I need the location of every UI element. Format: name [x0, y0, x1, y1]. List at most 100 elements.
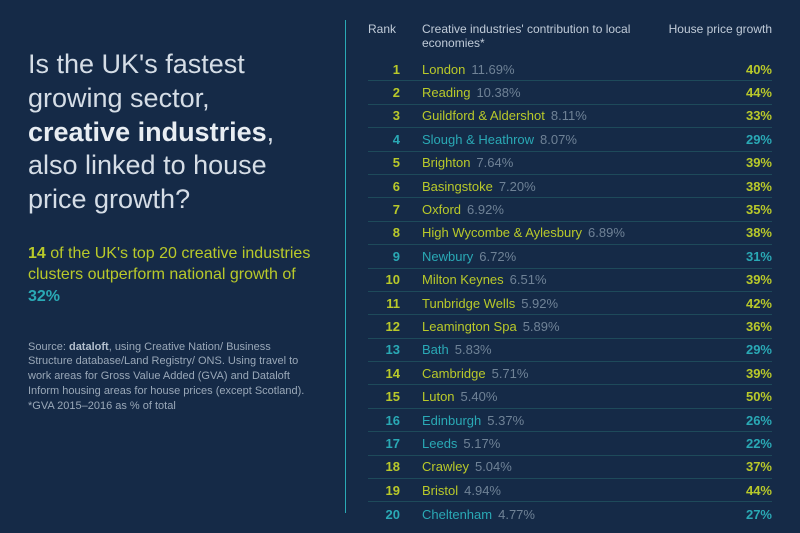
- cell-growth: 38%: [652, 225, 772, 240]
- city-contribution: 6.51%: [510, 272, 547, 287]
- cell-city: Oxford 6.92%: [414, 202, 652, 217]
- cell-rank: 12: [368, 319, 414, 334]
- cell-city: Bath5.83%: [414, 342, 652, 357]
- subhead-number: 14: [28, 245, 46, 262]
- cell-city: Luton5.40%: [414, 389, 652, 404]
- table-row: 5 Brighton 7.64% 39%: [368, 152, 772, 175]
- city-contribution: 5.40%: [461, 389, 498, 404]
- table-row: 12Leamington Spa5.89%36%: [368, 315, 772, 338]
- cell-rank: 10: [368, 272, 414, 287]
- cell-rank: 5: [368, 155, 414, 170]
- cell-rank: 15: [368, 389, 414, 404]
- table-row: 9Newbury6.72%31%: [368, 245, 772, 268]
- city-contribution: 4.94%: [464, 483, 501, 498]
- cell-city: Edinburgh 5.37%: [414, 413, 652, 428]
- city-contribution: 5.92%: [521, 296, 558, 311]
- subhead-pct: 32%: [28, 288, 60, 305]
- table-row: 17Leeds5.17%22%: [368, 432, 772, 455]
- cell-growth: 44%: [652, 85, 772, 100]
- table-row: 20Cheltenham4.77%27%: [368, 502, 772, 525]
- table-row: 6Basingstoke7.20%38%: [368, 175, 772, 198]
- table-row: 7Oxford6.92%35%: [368, 198, 772, 221]
- cell-rank: 14: [368, 366, 414, 381]
- table-row: 4Slough & Heathrow8.07%29%: [368, 128, 772, 151]
- cell-city: Newbury6.72%: [414, 249, 652, 264]
- city-name: Brighton: [422, 155, 470, 170]
- cell-growth: 29%: [652, 342, 772, 357]
- table-row: 18 Crawley 5.04% 37%: [368, 456, 772, 479]
- cell-city: Slough & Heathrow 8.07%: [414, 132, 652, 147]
- cell-growth: 39%: [652, 272, 772, 287]
- subhead: 14 of the UK's top 20 creative industrie…: [28, 243, 317, 308]
- cell-rank: 13: [368, 342, 414, 357]
- city-name: Cambridge: [422, 366, 486, 381]
- cell-city: Reading10.38%: [414, 85, 652, 100]
- cell-city: London 11.69%: [414, 62, 652, 77]
- table-row: 8High Wycombe & Aylesbury6.89%38%: [368, 222, 772, 245]
- table-row: 16Edinburgh5.37%26%: [368, 409, 772, 432]
- table-header: Rank Creative industries' contribution t…: [368, 22, 772, 50]
- right-panel: Rank Creative industries' contribution t…: [346, 0, 800, 533]
- cell-growth: 33%: [652, 108, 772, 123]
- city-contribution: 7.64%: [476, 155, 513, 170]
- city-name: London: [422, 62, 465, 77]
- header-city: Creative industries' contribution to loc…: [414, 22, 652, 50]
- cell-growth: 42%: [652, 296, 772, 311]
- headline-bold: creative industries: [28, 117, 267, 147]
- city-contribution: 5.83%: [455, 342, 492, 357]
- city-contribution: 6.72%: [479, 249, 516, 264]
- cell-rank: 18: [368, 459, 414, 474]
- city-name: Leamington Spa: [422, 319, 517, 334]
- cell-growth: 37%: [652, 459, 772, 474]
- cell-rank: 11: [368, 296, 414, 311]
- city-contribution: 6.92%: [467, 202, 504, 217]
- cell-city: Milton Keynes 6.51%: [414, 272, 652, 287]
- cell-growth: 22%: [652, 436, 772, 451]
- city-contribution: 5.37%: [487, 413, 524, 428]
- table-row: 15Luton5.40%50%: [368, 385, 772, 408]
- cell-city: Leeds 5.17%: [414, 436, 652, 451]
- city-contribution: 5.04%: [475, 459, 512, 474]
- cell-growth: 36%: [652, 319, 772, 334]
- city-name: Leeds: [422, 436, 457, 451]
- city-name: Bristol: [422, 483, 458, 498]
- header-growth: House price growth: [652, 22, 772, 50]
- source-prefix: Source:: [28, 341, 69, 353]
- city-name: Edinburgh: [422, 413, 481, 428]
- cell-rank: 3: [368, 108, 414, 123]
- city-name: Guildford & Aldershot: [422, 108, 545, 123]
- cell-city: Leamington Spa5.89%: [414, 319, 652, 334]
- city-name: Milton Keynes: [422, 272, 504, 287]
- city-contribution: 8.07%: [540, 132, 577, 147]
- city-name: Slough & Heathrow: [422, 132, 534, 147]
- cell-rank: 1: [368, 62, 414, 77]
- city-name: Basingstoke: [422, 179, 493, 194]
- city-name: Cheltenham: [422, 507, 492, 522]
- cell-growth: 29%: [652, 132, 772, 147]
- city-name: Reading: [422, 85, 470, 100]
- city-contribution: 4.77%: [498, 507, 535, 522]
- city-name: Tunbridge Wells: [422, 296, 515, 311]
- table-body: 1London11.69%40%2Reading10.38%44%3Guildf…: [368, 58, 772, 526]
- city-contribution: 5.71%: [492, 366, 529, 381]
- source-text: Source: dataloft, using Creative Nation/…: [28, 340, 317, 414]
- cell-growth: 44%: [652, 483, 772, 498]
- cell-city: Brighton 7.64%: [414, 155, 652, 170]
- city-name: Oxford: [422, 202, 461, 217]
- cell-city: Crawley 5.04%: [414, 459, 652, 474]
- header-rank: Rank: [368, 22, 414, 50]
- cell-growth: 40%: [652, 62, 772, 77]
- cell-growth: 39%: [652, 155, 772, 170]
- city-name: Crawley: [422, 459, 469, 474]
- city-contribution: 7.20%: [499, 179, 536, 194]
- cell-rank: 20: [368, 507, 414, 522]
- headline-pre: Is the UK's fastest growing sector,: [28, 49, 245, 113]
- city-contribution: 5.17%: [463, 436, 500, 451]
- table-row: 13Bath5.83%29%: [368, 339, 772, 362]
- cell-city: Tunbridge Wells 5.92%: [414, 296, 652, 311]
- cell-growth: 50%: [652, 389, 772, 404]
- cell-growth: 26%: [652, 413, 772, 428]
- cell-growth: 39%: [652, 366, 772, 381]
- cell-rank: 8: [368, 225, 414, 240]
- city-contribution: 11.69%: [471, 62, 514, 77]
